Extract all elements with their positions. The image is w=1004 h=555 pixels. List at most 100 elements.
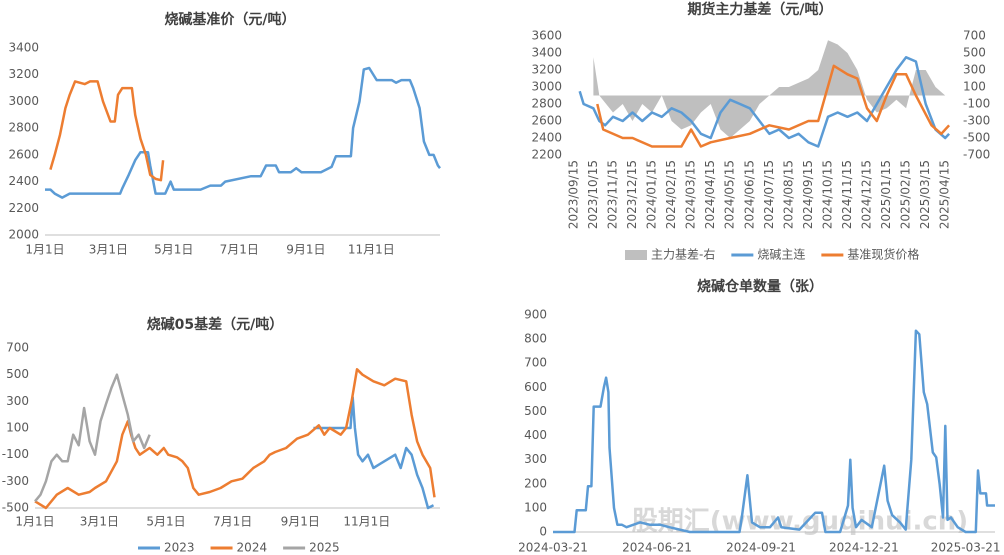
x-tick-label: 7月1日: [213, 515, 252, 529]
legend-label: 2023: [164, 541, 195, 555]
y-tick-label: 3400: [531, 46, 562, 60]
y-tick-label: 3200: [8, 67, 39, 81]
x-tick-label: 9月1日: [286, 243, 325, 257]
x-tick-label: 2024/01/15: [645, 160, 659, 229]
y-tick-label: 600: [524, 380, 547, 394]
y-tick-label: 3200: [531, 63, 562, 77]
y2-tick-label: -500: [963, 131, 990, 145]
x-tick-label: 2024-06-21: [622, 541, 692, 555]
line: [313, 396, 435, 510]
y2-tick-label: -100: [963, 97, 990, 111]
x-tick-label: 2023/09/15: [566, 160, 580, 229]
x-tick-label: 2025/04/15: [938, 160, 952, 229]
y-tick-label: 700: [6, 341, 29, 355]
x-tick-label: 2023/10/15: [586, 160, 600, 229]
x-tick-label: 2024/10/15: [820, 160, 834, 229]
y-tick-label: 3000: [8, 94, 39, 108]
y-tick-label: 2600: [531, 114, 562, 128]
line: [49, 80, 165, 182]
x-tick-label: 2023/12/15: [625, 160, 639, 229]
chart-title: 烧碱基准价（元/吨）: [164, 11, 295, 28]
y-tick-label: 3400: [8, 41, 39, 55]
legend-label: 烧碱主连: [757, 247, 805, 262]
area: [593, 40, 946, 138]
x-tick-label: 2023/11/15: [605, 160, 619, 229]
x-tick-label: 2024/05/15: [723, 160, 737, 229]
legend-item: 2023: [138, 541, 195, 555]
y-tick-label: 300: [6, 394, 29, 408]
chart-title: 烧碱仓单数量（张）: [697, 278, 823, 295]
x-tick-label: 2024/07/15: [762, 160, 776, 229]
y2-tick-label: -700: [963, 148, 990, 162]
y-tick-label: 2200: [531, 148, 562, 162]
x-tick-label: 2025-03-21: [931, 541, 1001, 555]
y-tick-label: 2800: [531, 97, 562, 111]
line: [45, 66, 441, 199]
x-tick-label: 2024-09-21: [726, 541, 796, 555]
legend-label: 主力基差-右: [651, 247, 715, 262]
y2-tick-label: 700: [963, 29, 986, 43]
y2-tick-label: -300: [963, 114, 990, 128]
y-tick-label: 2400: [8, 174, 39, 188]
x-tick-label: 2024-03-21: [518, 541, 588, 555]
x-tick-label: 2024/04/15: [703, 160, 717, 229]
y-tick-label: 500: [6, 367, 29, 381]
x-tick-label: 7月1日: [220, 243, 259, 257]
legend-label: 2024: [237, 541, 268, 555]
x-tick-label: 11月1日: [348, 243, 395, 257]
x-tick-label: 2024/03/15: [684, 160, 698, 229]
x-tick-label: 1月1日: [15, 515, 54, 529]
line: [34, 373, 151, 503]
x-tick-label: 9月1日: [281, 515, 320, 529]
y-tick-label: 700: [524, 356, 547, 370]
x-tick-label: 2024/02/15: [664, 160, 678, 229]
y2-tick-label: 300: [963, 63, 986, 77]
line: [578, 56, 951, 148]
legend-label: 2025: [309, 541, 340, 555]
y-tick-label: 0: [539, 525, 547, 539]
x-tick-label: 2024/06/15: [742, 160, 756, 229]
y-tick-label: -500: [2, 501, 29, 515]
y-tick-label: 2800: [8, 121, 39, 135]
y-tick-label: 2200: [8, 201, 39, 215]
x-tick-label: 1月1日: [25, 243, 64, 257]
x-tick-label: 5月1日: [154, 243, 193, 257]
y-tick-label: 800: [524, 332, 547, 346]
y-tick-label: 2400: [531, 131, 562, 145]
y-tick-label: 100: [524, 500, 547, 514]
y-tick-label: 500: [524, 404, 547, 418]
y-tick-label: 3600: [531, 29, 562, 43]
x-tick-label: 2024/08/15: [781, 160, 795, 229]
x-tick-label: 2024/09/15: [801, 160, 815, 229]
y-tick-label: 400: [524, 428, 547, 442]
legend-swatch: [625, 250, 647, 260]
line: [553, 329, 995, 534]
x-tick-label: 2024-12-21: [829, 541, 899, 555]
x-tick-label: 2025/03/15: [918, 160, 932, 229]
x-tick-label: 2025/01/15: [879, 160, 893, 229]
x-tick-label: 11月1日: [343, 515, 390, 529]
x-tick-label: 3月1日: [80, 515, 119, 529]
y-tick-label: 300: [524, 452, 547, 466]
y-tick-label: -100: [2, 447, 29, 461]
y2-tick-label: 100: [963, 80, 986, 94]
legend-item: 烧碱主连: [731, 247, 805, 262]
line: [34, 368, 436, 510]
y2-tick-label: 500: [963, 46, 986, 60]
y-tick-label: 2600: [8, 147, 39, 161]
legend-label: 基准现货价格: [847, 247, 919, 262]
x-tick-label: 3月1日: [89, 243, 128, 257]
chart-title: 烧碱05基差（元/吨）: [147, 316, 284, 333]
y-tick-label: 900: [524, 308, 547, 322]
legend-item: 基准现货价格: [821, 247, 919, 262]
legend-item: 2025: [283, 541, 340, 555]
legend-item: 主力基差-右: [625, 247, 715, 262]
x-tick-label: 2025/02/15: [899, 160, 913, 229]
x-tick-label: 2024/12/15: [860, 160, 874, 229]
y-tick-label: -300: [2, 474, 29, 488]
x-tick-label: 5月1日: [146, 515, 185, 529]
y-tick-label: 2000: [8, 228, 39, 242]
line: [596, 64, 951, 148]
y-tick-label: 3000: [531, 80, 562, 94]
